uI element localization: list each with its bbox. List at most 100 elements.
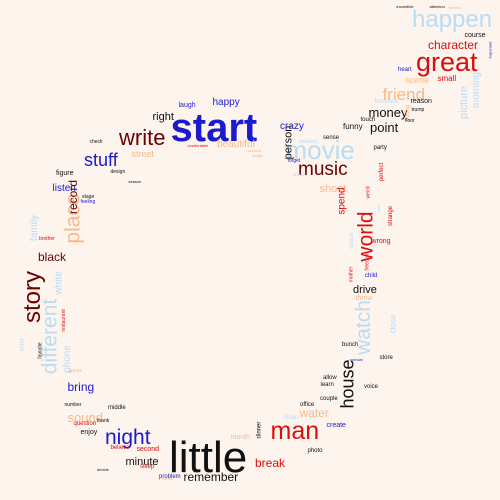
cloud-word: write — [119, 125, 166, 150]
cloud-word: right — [152, 110, 174, 123]
cloud-word: design — [110, 168, 126, 175]
cloud-word: number — [64, 401, 82, 408]
cloud-word: street — [131, 148, 155, 159]
cloud-word: allow — [323, 375, 337, 381]
cloud-word: great — [416, 46, 478, 77]
cloud-word: house — [337, 359, 358, 409]
cloud-word: happen — [412, 6, 493, 33]
cloud-word: important — [486, 41, 492, 59]
cloud-word: trump — [411, 106, 425, 113]
cloud-word: dinner — [255, 421, 262, 439]
cloud-word: second — [136, 445, 160, 453]
cloud-word: store — [379, 355, 393, 361]
cloud-word: morning — [471, 71, 483, 109]
cloud-word: spend — [336, 187, 348, 215]
cloud-word: check — [89, 138, 103, 145]
cloud-word: month — [230, 433, 250, 441]
cloud-word: bunch — [342, 342, 359, 348]
cloud-word: picture — [457, 85, 470, 119]
cloud-word: restaurant — [60, 308, 67, 332]
cloud-word: white — [53, 271, 65, 295]
cloud-word: wrong — [371, 237, 391, 245]
cloud-word: clean — [284, 415, 299, 421]
cloud-word: different — [38, 298, 62, 374]
cloud-word: music — [298, 158, 348, 180]
cloud-word: sound — [67, 409, 103, 425]
cloud-word: believe — [110, 445, 130, 451]
cloud-word: create — [326, 421, 346, 429]
cloud-word: character — [428, 38, 479, 52]
cloud-word: point — [370, 119, 399, 135]
cloud-word: learn — [320, 382, 334, 388]
cloud-word: problem — [159, 474, 181, 480]
cloud-word: dream — [161, 476, 173, 481]
cloud-word: stage — [82, 193, 95, 200]
cloud-word: stuff — [84, 150, 118, 170]
cloud-word: close — [387, 314, 397, 334]
cloud-word: strange — [388, 205, 395, 227]
cloud-word: touch — [360, 117, 376, 123]
cloud-word: speak — [292, 171, 306, 178]
cloud-word: thank — [97, 417, 110, 424]
cloud-word: moment — [299, 138, 318, 145]
cloud-word: movie — [285, 135, 355, 165]
cloud-word: crazy — [280, 121, 304, 132]
cloud-word: happy — [212, 97, 240, 108]
cloud-word: comfortable — [187, 143, 209, 148]
cloud-word: child — [365, 273, 378, 279]
cloud-word: course — [464, 31, 486, 39]
cloud-word: voice — [364, 384, 379, 390]
cloud-word: enjoy — [80, 428, 98, 436]
cloud-word: shoot — [319, 182, 347, 195]
cloud-word: money — [368, 104, 408, 120]
cloud-word: funny — [343, 122, 363, 131]
cloud-word: photo — [307, 448, 323, 454]
cloud-word: black — [38, 250, 67, 264]
cloud-word: feeling — [80, 198, 96, 205]
cloud-word: remember — [183, 470, 239, 484]
cloud-word: heart — [398, 67, 412, 73]
cloud-word: drive — [353, 283, 377, 296]
cloud-word: actor — [19, 338, 26, 352]
cloud-word: special — [350, 357, 363, 362]
cloud-word: perfect — [379, 162, 386, 182]
cloud-word: reason — [410, 97, 432, 105]
cloud-word: little — [169, 433, 248, 482]
cloud-word: man — [270, 416, 320, 445]
cloud-word: night — [105, 425, 151, 449]
cloud-word: space — [349, 232, 356, 250]
cloud-word: listen — [52, 183, 76, 194]
cloud-word: figure — [56, 169, 74, 177]
cloud-word: decide — [97, 467, 109, 472]
cloud-word: office — [300, 402, 315, 408]
cloud-word: couple — [320, 396, 338, 402]
cloud-word: water — [299, 406, 329, 420]
cloud-word: incredible — [396, 4, 414, 9]
cloud-word: party — [373, 145, 387, 151]
cloud-word: business — [375, 99, 399, 105]
cloud-word: mother — [348, 266, 355, 282]
cloud-word: fashion — [448, 5, 462, 10]
cloud-word: camera — [247, 148, 261, 153]
cloud-word: floor — [405, 117, 415, 124]
cloud-word: freedom — [364, 251, 371, 271]
cloud-word: attention — [429, 4, 445, 9]
cloud-word: favorite — [37, 341, 44, 359]
cloud-word: sleep — [140, 464, 155, 470]
cloud-word: style — [376, 203, 382, 213]
cloud-word: guess — [68, 367, 82, 374]
cloud-word: forget — [287, 157, 301, 164]
cloud-word: question — [73, 421, 97, 427]
cloud-word: small — [437, 74, 457, 83]
cloud-word: start — [170, 106, 258, 150]
cloud-word: scene — [405, 74, 430, 85]
cloud-word: season — [128, 179, 142, 184]
cloud-word: laugh — [178, 101, 196, 109]
cloud-word: break — [255, 456, 286, 470]
cloud-word: image — [252, 153, 264, 158]
cloud-word: bring — [67, 380, 95, 394]
cloud-word: friend — [382, 84, 426, 104]
cloud-word: minute — [125, 455, 159, 468]
cloud-word: throw — [355, 294, 373, 302]
